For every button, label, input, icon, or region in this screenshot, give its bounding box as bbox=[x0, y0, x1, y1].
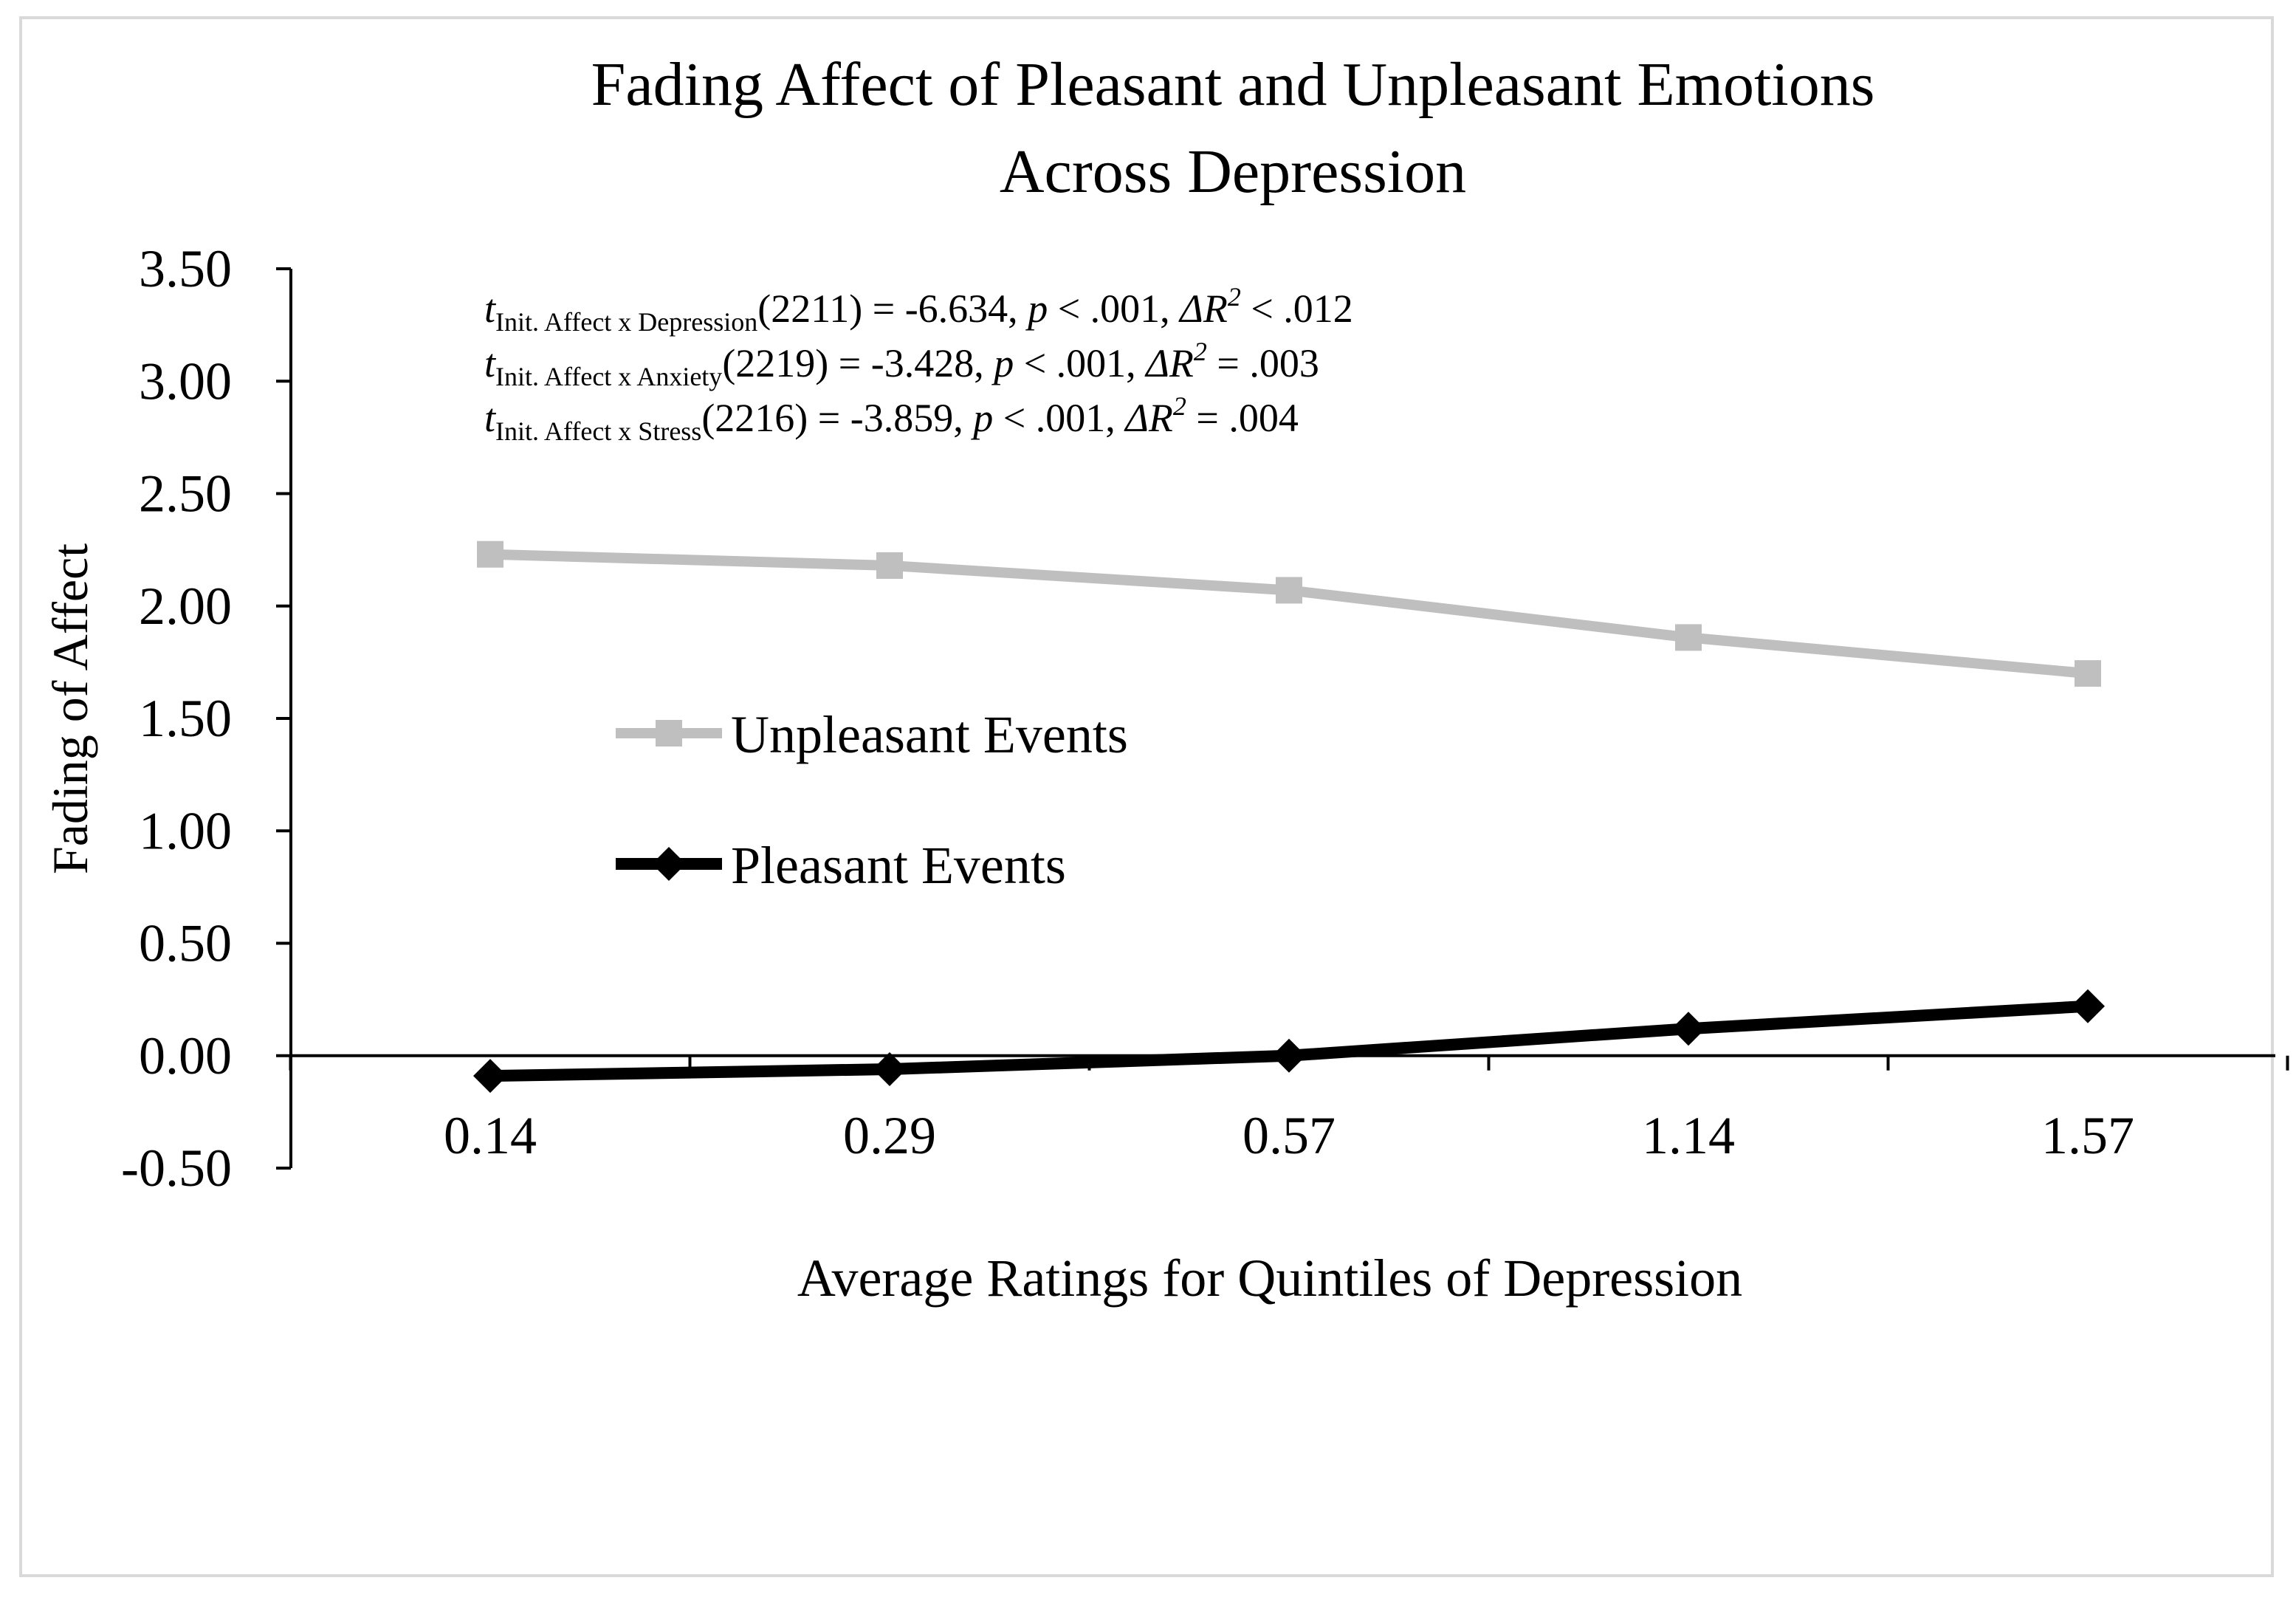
annotation-delta-r: ΔR bbox=[1124, 396, 1173, 440]
data-point bbox=[1272, 1038, 1306, 1073]
data-point bbox=[1276, 577, 1302, 604]
y-tick-label: 0.50 bbox=[139, 914, 232, 973]
annotation-r2-value: = .004 bbox=[1186, 396, 1299, 440]
y-tick-label: -0.50 bbox=[121, 1139, 232, 1198]
series-line bbox=[489, 549, 2089, 679]
legend: Unpleasant Events Pleasant Events bbox=[616, 705, 1128, 895]
series-unpleasant bbox=[477, 540, 2101, 687]
x-tick-label: 1.14 bbox=[1642, 1106, 1735, 1165]
data-point bbox=[473, 1059, 507, 1094]
series-layer bbox=[473, 540, 2105, 1094]
x-tick-label: 1.57 bbox=[2041, 1106, 2134, 1165]
x-axis-label: Average Ratings for Quintiles of Depress… bbox=[797, 1249, 1742, 1308]
y-tick-label: 3.00 bbox=[139, 351, 232, 411]
annotation-line: tInit. Affect x Stress(2216) = -3.859, p… bbox=[484, 391, 1299, 446]
data-point bbox=[1671, 1012, 1705, 1046]
annotation-t: t bbox=[484, 286, 497, 331]
annotation-p: p bbox=[1025, 286, 1048, 331]
annotation-r2-value: < .012 bbox=[1241, 286, 1353, 331]
legend-marker bbox=[652, 847, 686, 881]
annotation-delta-r: ΔR bbox=[1178, 286, 1228, 331]
annotation-line: tInit. Affect x Anxiety(2219) = -3.428, … bbox=[484, 337, 1319, 391]
data-point bbox=[876, 552, 903, 579]
annotation-stat: (2219) = -3.428, bbox=[722, 341, 994, 385]
annotation-p: p bbox=[991, 341, 1014, 385]
annotation-subscript: Init. Affect x Depression bbox=[495, 307, 757, 337]
y-tick-label: 1.50 bbox=[139, 689, 232, 748]
annotation-stat: (2216) = -3.859, bbox=[701, 396, 973, 440]
annotation-t: t bbox=[484, 341, 497, 385]
annotation-t: t bbox=[484, 396, 497, 440]
data-point bbox=[477, 540, 503, 568]
chart-title-line2: Across Depression bbox=[1000, 137, 1466, 206]
annotation-p-value: < .001, bbox=[1014, 341, 1146, 385]
x-ticks: 0.14 0.29 0.57 1.14 1.57 bbox=[289, 1055, 2289, 1165]
legend-marker bbox=[656, 720, 682, 746]
x-tick-label: 0.29 bbox=[843, 1106, 936, 1165]
annotation-p-value: < .001, bbox=[1048, 286, 1180, 331]
annotations: tInit. Affect x Depression(2211) = -6.63… bbox=[484, 282, 1353, 446]
annotation-p: p bbox=[970, 396, 993, 440]
annotation-subscript: Init. Affect x Stress bbox=[495, 416, 701, 446]
annotation-line: tInit. Affect x Depression(2211) = -6.63… bbox=[484, 282, 1353, 337]
data-point bbox=[2075, 660, 2101, 687]
y-axis-label: Fading of Affect bbox=[42, 543, 98, 874]
legend-item-unpleasant: Unpleasant Events bbox=[616, 705, 1128, 764]
data-point bbox=[2071, 989, 2105, 1023]
y-tick-label: 1.00 bbox=[139, 801, 232, 860]
series-pleasant bbox=[473, 989, 2105, 1094]
chart-frame bbox=[19, 16, 2274, 1577]
y-tick-label: 0.00 bbox=[139, 1026, 232, 1085]
annotation-p-value: < .001, bbox=[993, 396, 1125, 440]
annotation-stat: (2211) = -6.634, bbox=[757, 286, 1028, 331]
y-tick-label: 2.00 bbox=[139, 577, 232, 636]
chart-title: Fading Affect of Pleasant and Unpleasant… bbox=[591, 50, 1875, 119]
y-tick-label: 3.50 bbox=[139, 239, 232, 298]
annotation-r2-value: = .003 bbox=[1207, 341, 1319, 385]
y-tick-label: 2.50 bbox=[139, 464, 232, 524]
data-point bbox=[873, 1052, 907, 1087]
data-point bbox=[1675, 624, 1702, 651]
annotation-superscript: 2 bbox=[1173, 391, 1186, 421]
legend-label: Pleasant Events bbox=[731, 836, 1066, 895]
x-tick-label: 0.14 bbox=[444, 1106, 537, 1165]
y-ticks: 3.50 3.00 2.50 2.00 1.50 1.00 0.50 0.00 -0.50 bbox=[121, 239, 291, 1198]
legend-label: Unpleasant Events bbox=[731, 705, 1128, 764]
annotation-superscript: 2 bbox=[1228, 282, 1241, 312]
annotation-delta-r: ΔR bbox=[1144, 341, 1194, 385]
annotation-superscript: 2 bbox=[1194, 337, 1207, 366]
legend-item-pleasant: Pleasant Events bbox=[616, 836, 1066, 895]
annotation-subscript: Init. Affect x Anxiety bbox=[495, 362, 722, 391]
x-tick-label: 0.57 bbox=[1242, 1106, 1336, 1165]
